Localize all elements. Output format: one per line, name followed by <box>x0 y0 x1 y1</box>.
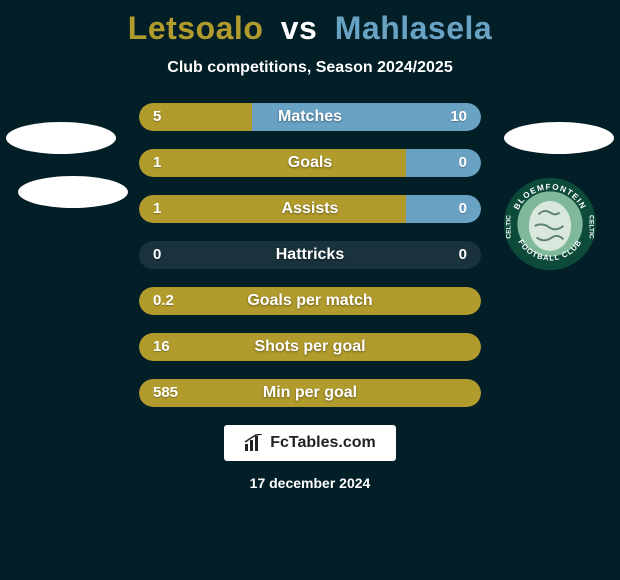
chart-icon <box>244 434 264 452</box>
date-label: 17 december 2024 <box>0 475 620 491</box>
player1-name: Letsoalo <box>128 10 264 46</box>
stat-row: 16Shots per goal <box>0 333 620 361</box>
stat-row: 0.2Goals per match <box>0 287 620 315</box>
stat-label: Min per goal <box>139 379 481 407</box>
stats-container: 510Matches 10Goals 10Assists 00Hattricks 0.2… <box>0 103 620 407</box>
stat-bar: 510Matches <box>139 103 481 131</box>
stat-bar: 0.2Goals per match <box>139 287 481 315</box>
stat-bar: 10Goals <box>139 149 481 177</box>
stat-label: Goals per match <box>139 287 481 315</box>
watermark-text: FcTables.com <box>270 434 376 452</box>
stat-bar: 16Shots per goal <box>139 333 481 361</box>
stat-row: 00Hattricks <box>0 241 620 269</box>
comparison-title: Letsoalo vs Mahlasela <box>0 0 620 47</box>
stat-label: Assists <box>139 195 481 223</box>
subtitle: Club competitions, Season 2024/2025 <box>0 59 620 77</box>
vs-label: vs <box>281 10 318 46</box>
stat-label: Goals <box>139 149 481 177</box>
player2-name: Mahlasela <box>335 10 492 46</box>
stat-row: 10Assists <box>0 195 620 223</box>
stat-label: Shots per goal <box>139 333 481 361</box>
stat-row: 510Matches <box>0 103 620 131</box>
stat-label: Hattricks <box>139 241 481 269</box>
stat-bar: 10Assists <box>139 195 481 223</box>
stat-row: 585Min per goal <box>0 379 620 407</box>
stat-label: Matches <box>139 103 481 131</box>
stat-bar: 00Hattricks <box>139 241 481 269</box>
stat-row: 10Goals <box>0 149 620 177</box>
fctables-watermark[interactable]: FcTables.com <box>224 425 396 461</box>
stat-bar: 585Min per goal <box>139 379 481 407</box>
